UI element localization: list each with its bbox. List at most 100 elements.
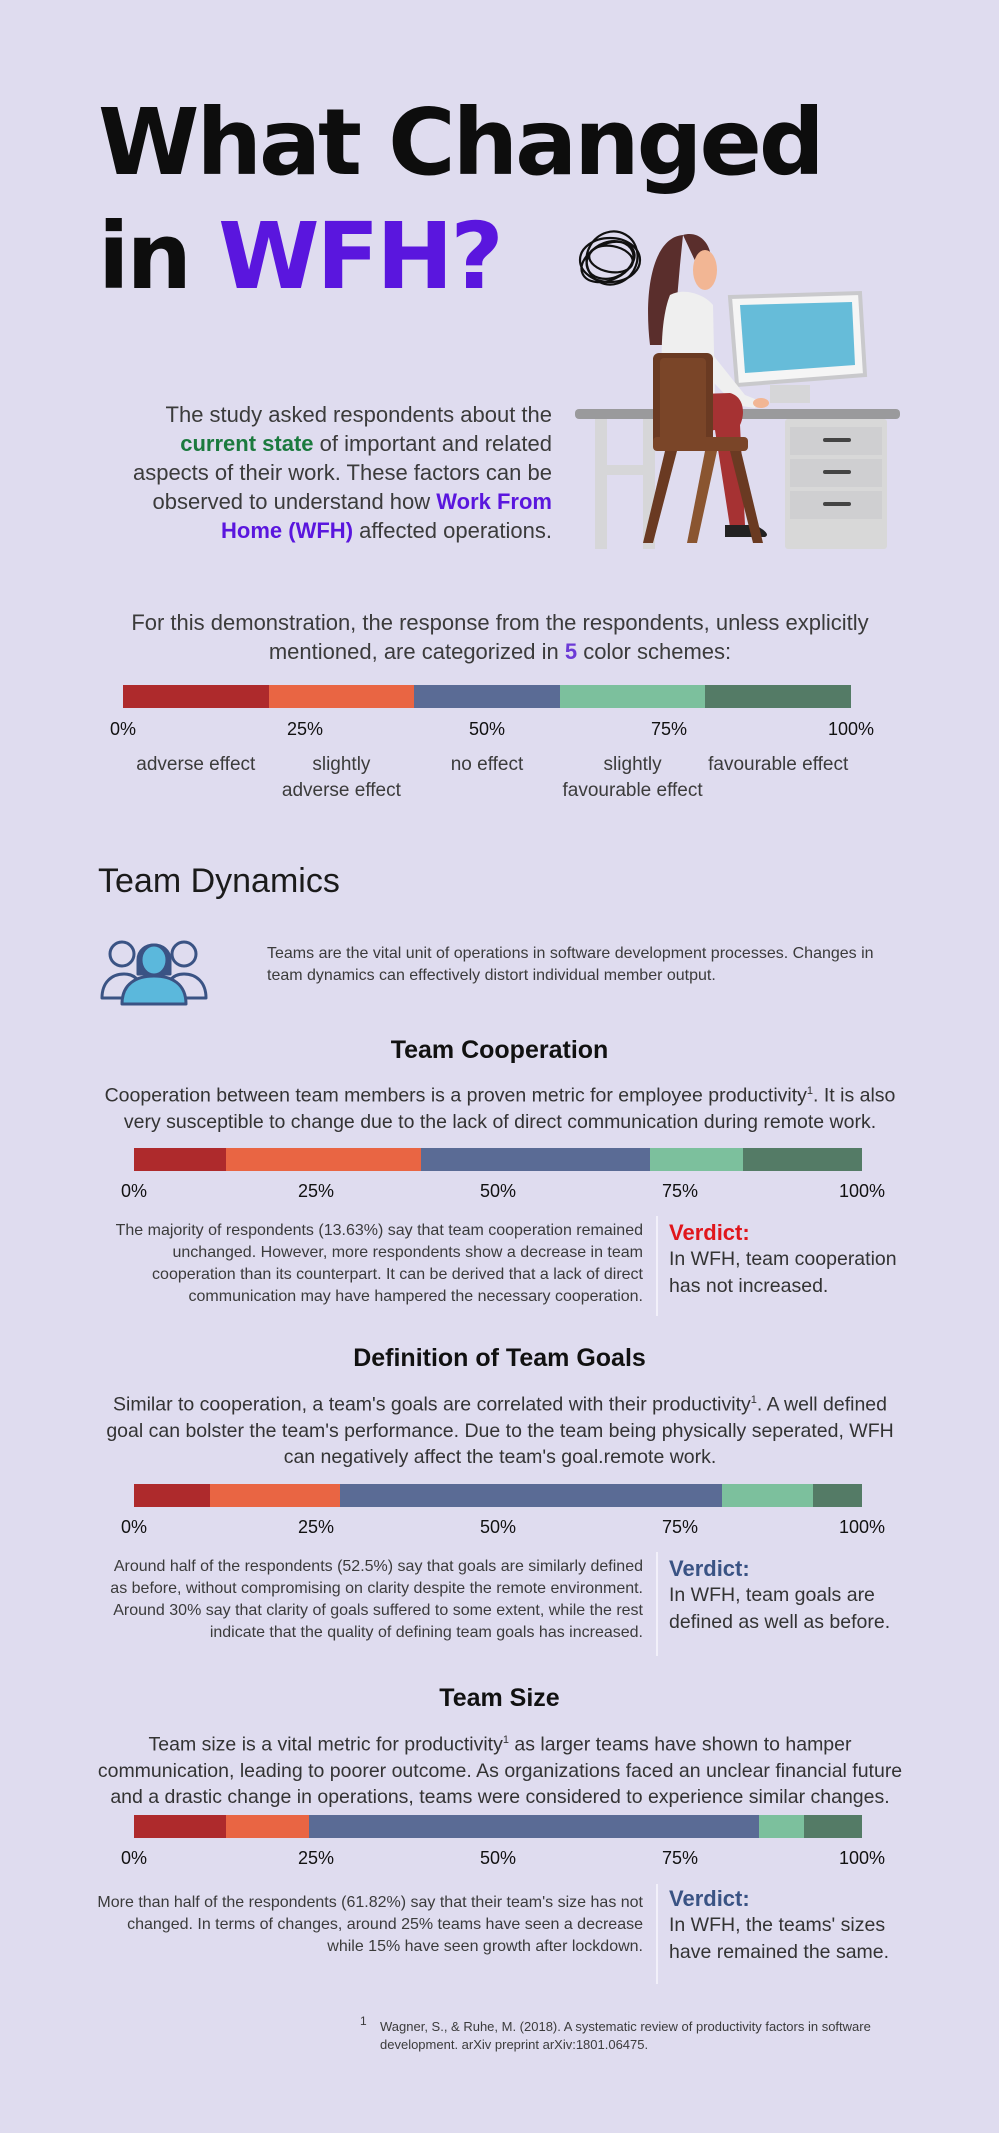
bar-segment-adverse <box>134 1815 227 1838</box>
verdict-label: Verdict: <box>669 1556 750 1581</box>
page-title: What Changed in WFH? <box>98 86 825 314</box>
bar-segment-favourable <box>705 685 851 708</box>
footnote-ref: 1 <box>502 1734 509 1746</box>
title-line-1: What Changed <box>98 89 825 196</box>
footnote: 1 Wagner, S., & Ruhe, M. (2018). A syste… <box>360 2014 900 2054</box>
bar-segment-slightly-favourable <box>559 685 706 708</box>
tick-label: 0% <box>109 719 137 739</box>
intro-paragraph: The study asked respondents about the cu… <box>120 400 552 545</box>
desc-text: . It is also very susceptible to change … <box>123 1084 896 1133</box>
demo-count: 5 <box>564 639 578 664</box>
team-goals-verdict: Verdict: In WFH, team goals are defined … <box>669 1556 901 1636</box>
tick-label: 0% <box>120 1848 148 1868</box>
demo-text-2: color schemes: <box>577 639 732 664</box>
divider <box>656 1884 658 1984</box>
title-line-2-prefix: in <box>98 203 219 310</box>
team-size-description: Team size is a vital metric for producti… <box>95 1727 905 1810</box>
tick-label: 100% <box>827 719 875 739</box>
team-size-bar <box>134 1815 862 1838</box>
team-cooperation-verdict: Verdict: In WFH, team cooperation has no… <box>669 1220 901 1300</box>
team-size-verdict: Verdict: In WFH, the teams' sizes have r… <box>669 1886 901 1966</box>
bar-segment-no-effect <box>420 1148 651 1171</box>
footnote-ref: 1 <box>750 1394 757 1406</box>
bar-segment-favourable <box>813 1484 862 1507</box>
team-cooperation-title: Team Cooperation <box>390 1036 609 1064</box>
bar-segment-no-effect <box>340 1484 723 1507</box>
intro-text-3: affected operations. <box>353 518 552 543</box>
desc-text: Team size is a vital metric for producti… <box>148 1733 503 1756</box>
divider <box>656 1552 658 1656</box>
legend-label: slightly adverse effect <box>281 754 401 801</box>
desc-text: . A well defined goal can bolster the te… <box>106 1393 894 1468</box>
legend-label: favourable effect <box>708 754 849 775</box>
team-goals-description: Similar to cooperation, a team's goals a… <box>95 1387 905 1470</box>
bar-segment-no-effect <box>308 1815 759 1838</box>
tick-label: 75% <box>661 1517 699 1537</box>
woman-at-computer-illustration <box>575 230 900 549</box>
desc-text: Cooperation between team members is a pr… <box>104 1084 807 1107</box>
tick-label: 100% <box>838 1181 886 1201</box>
intro-text-2: of important and related aspects of thei… <box>132 431 552 514</box>
desc-text: Similar to cooperation, a team's goals a… <box>113 1393 751 1416</box>
color-scheme-intro: For this demonstration, the response fro… <box>110 608 890 666</box>
team-size-title: Team Size <box>439 1684 560 1712</box>
verdict-text: In WFH, team goals are defined as well a… <box>669 1584 891 1633</box>
team-goals-title: Definition of Team Goals <box>353 1344 646 1372</box>
tick-label: 25% <box>286 719 324 739</box>
title-highlight: WFH? <box>218 203 504 310</box>
scribble-icon <box>578 230 642 286</box>
intro-text-1: The study asked respondents about the <box>165 402 552 427</box>
tick-label: 0% <box>120 1517 148 1537</box>
team-cooperation-bar <box>134 1148 862 1171</box>
divider <box>656 1216 658 1316</box>
bar-segment-slightly-adverse <box>226 1815 309 1838</box>
bar-segment-slightly-adverse <box>210 1484 341 1507</box>
bar-segment-no-effect <box>414 685 560 708</box>
tick-label: 0% <box>120 1181 148 1201</box>
verdict-text: In WFH, team cooperation has not increas… <box>669 1248 897 1297</box>
bar-segment-adverse <box>134 1484 211 1507</box>
bar-segment-adverse <box>134 1148 227 1171</box>
footnote-mark: 1 <box>360 2014 367 2028</box>
verdict-label: Verdict: <box>669 1220 750 1245</box>
verdict-text: In WFH, the teams' sizes have remained t… <box>669 1914 890 1963</box>
team-goals-bar <box>134 1484 862 1507</box>
tick-label: 25% <box>297 1848 335 1868</box>
bar-segment-slightly-favourable <box>722 1484 814 1507</box>
bar-segment-slightly-favourable <box>650 1148 743 1171</box>
legend-label: adverse effect <box>136 754 256 775</box>
team-goals-finding: Around half of the respondents (52.5%) s… <box>110 1558 643 1641</box>
legend-label: slightly favourable effect <box>562 754 703 801</box>
tick-label: 25% <box>297 1181 335 1201</box>
team-size-finding: More than half of the respondents (61.82… <box>97 1894 643 1955</box>
intro-highlight-current-state: current state <box>180 431 314 456</box>
tick-label: 25% <box>297 1517 335 1537</box>
bar-segment-favourable <box>742 1148 862 1171</box>
demo-text-1: For this demonstration, the response fro… <box>131 610 869 664</box>
legend-label: no effect <box>450 754 524 775</box>
footnote-text: Wagner, S., & Ruhe, M. (2018). A systema… <box>380 2019 871 2052</box>
footnote-ref: 1 <box>806 1085 814 1097</box>
bar-segment-slightly-adverse <box>268 685 415 708</box>
tick-label: 50% <box>468 719 506 739</box>
desc-text: as larger teams have shown to hamper com… <box>97 1733 903 1808</box>
team-cooperation-description: Cooperation between team members is a pr… <box>95 1078 905 1135</box>
legend-color-bar <box>123 685 851 708</box>
tick-label: 100% <box>838 1517 886 1537</box>
intro-highlight-wfh: Work From Home (WFH) <box>221 489 552 543</box>
bar-segment-adverse <box>123 685 269 708</box>
team-icon <box>100 940 208 1006</box>
tick-label: 50% <box>479 1181 517 1201</box>
verdict-label: Verdict: <box>669 1886 750 1911</box>
tick-label: 75% <box>661 1848 699 1868</box>
bar-segment-slightly-favourable <box>758 1815 804 1838</box>
tick-label: 100% <box>838 1848 886 1868</box>
team-dynamics-description: Teams are the vital unit of operations i… <box>267 945 874 984</box>
tick-label: 50% <box>479 1517 517 1537</box>
team-cooperation-finding: The majority of respondents (13.63%) say… <box>115 1222 643 1305</box>
bar-segment-slightly-adverse <box>226 1148 421 1171</box>
tick-label: 75% <box>650 719 688 739</box>
tick-label: 75% <box>661 1181 699 1201</box>
team-dynamics-title: Team Dynamics <box>98 862 340 900</box>
tick-label: 50% <box>479 1848 517 1868</box>
